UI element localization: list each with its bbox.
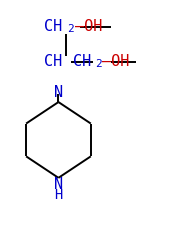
Text: 2: 2 <box>67 24 74 34</box>
Text: CH: CH <box>73 54 91 69</box>
Text: N: N <box>54 85 63 100</box>
Text: N: N <box>54 177 63 192</box>
Text: CH: CH <box>44 19 63 34</box>
Text: H: H <box>54 188 63 202</box>
Text: —OH: —OH <box>102 54 130 69</box>
Text: —OH: —OH <box>75 19 102 34</box>
Text: CH: CH <box>44 54 63 69</box>
Text: 2: 2 <box>96 59 102 69</box>
